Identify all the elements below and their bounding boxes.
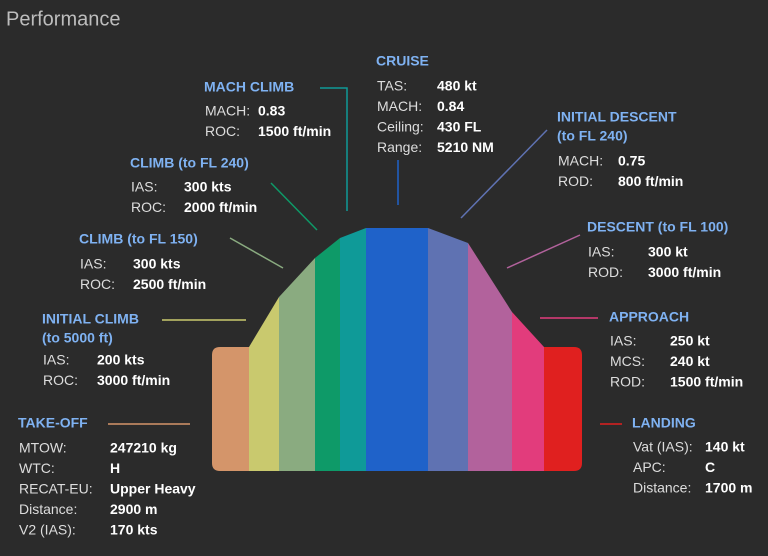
field-value: 430 FL <box>437 119 482 135</box>
field-label: IAS: <box>588 244 614 260</box>
phase-segment <box>366 228 428 471</box>
field-label: RECAT-EU: <box>19 481 93 497</box>
phase-title: CRUISE <box>376 53 429 69</box>
phase-segment <box>279 258 315 471</box>
field-label: Distance: <box>633 480 691 496</box>
field-value: H <box>110 460 120 476</box>
field-label: Range: <box>377 139 422 155</box>
phase-segment <box>340 228 366 471</box>
field-value: 0.83 <box>258 103 285 119</box>
field-value: 300 kts <box>184 179 232 195</box>
field-value: 247210 kg <box>110 440 177 456</box>
field-value: 1700 m <box>705 480 752 496</box>
phase-title: INITIAL CLIMB <box>42 311 139 327</box>
field-value: 170 kts <box>110 522 158 538</box>
phase-title: APPROACH <box>609 309 689 325</box>
phase-segment <box>212 347 249 471</box>
field-value: 1500 ft/min <box>670 374 743 390</box>
field-label: IAS: <box>131 179 157 195</box>
field-label: ROC: <box>131 199 166 215</box>
field-value: 200 kts <box>97 352 145 368</box>
field-label: MTOW: <box>19 440 67 456</box>
phase-segment <box>315 238 340 471</box>
phase-title: TAKE-OFF <box>18 415 88 431</box>
field-label: WTC: <box>19 460 55 476</box>
field-label: TAS: <box>377 78 407 94</box>
field-label: MACH: <box>377 98 422 114</box>
phase-segment <box>249 297 279 471</box>
leader-line <box>460 129 548 219</box>
phase-title: DESCENT (to FL 100) <box>587 219 728 235</box>
phase-title: CLIMB (to FL 150) <box>79 231 198 247</box>
field-label: ROC: <box>43 372 78 388</box>
field-label: ROD: <box>588 264 623 280</box>
field-label: MCS: <box>610 353 645 369</box>
phase-segment <box>512 312 544 471</box>
field-value: 240 kt <box>670 353 710 369</box>
phase-title: INITIAL DESCENT <box>557 109 677 125</box>
field-value: 1500 ft/min <box>258 123 331 139</box>
field-value: 0.75 <box>618 153 645 169</box>
field-value: 300 kts <box>133 256 181 272</box>
field-label: Ceiling: <box>377 119 424 135</box>
field-value: 300 kt <box>648 244 688 260</box>
field-value: 480 kt <box>437 78 477 94</box>
field-value: 140 kt <box>705 439 745 455</box>
field-label: V2 (IAS): <box>19 522 76 538</box>
field-value: 3000 ft/min <box>97 372 170 388</box>
phase-segment <box>468 243 512 471</box>
field-label: ROC: <box>80 276 115 292</box>
field-label: MACH: <box>558 153 603 169</box>
field-value: 5210 NM <box>437 139 494 155</box>
field-value: 2900 m <box>110 501 157 517</box>
field-value: Upper Heavy <box>110 481 196 497</box>
field-label: IAS: <box>43 352 69 368</box>
field-value: C <box>705 459 715 475</box>
field-label: IAS: <box>610 333 636 349</box>
field-label: ROD: <box>558 173 593 189</box>
field-label: Distance: <box>19 501 77 517</box>
leader-line <box>270 182 318 231</box>
field-label: IAS: <box>80 256 106 272</box>
leader-line <box>506 234 581 269</box>
field-label: Vat (IAS): <box>633 439 693 455</box>
leader-line <box>320 87 348 211</box>
field-value: 250 kt <box>670 333 710 349</box>
field-value: 0.84 <box>437 98 464 114</box>
field-label: APC: <box>633 459 666 475</box>
field-value: 2500 ft/min <box>133 276 206 292</box>
field-label: ROD: <box>610 374 645 390</box>
field-value: 3000 ft/min <box>648 264 721 280</box>
field-label: ROC: <box>205 123 240 139</box>
field-value: 2000 ft/min <box>184 199 257 215</box>
phase-title: LANDING <box>632 415 696 431</box>
phase-title: (to FL 240) <box>557 128 628 144</box>
phase-segment <box>544 347 582 471</box>
phase-title: (to 5000 ft) <box>42 330 113 346</box>
field-value: 800 ft/min <box>618 173 683 189</box>
field-label: MACH: <box>205 103 250 119</box>
phase-segment <box>428 228 468 471</box>
phase-title: MACH CLIMB <box>204 79 294 95</box>
phase-title: CLIMB (to FL 240) <box>130 155 249 171</box>
panel-title: Performance <box>6 8 121 30</box>
leader-line <box>229 237 284 269</box>
